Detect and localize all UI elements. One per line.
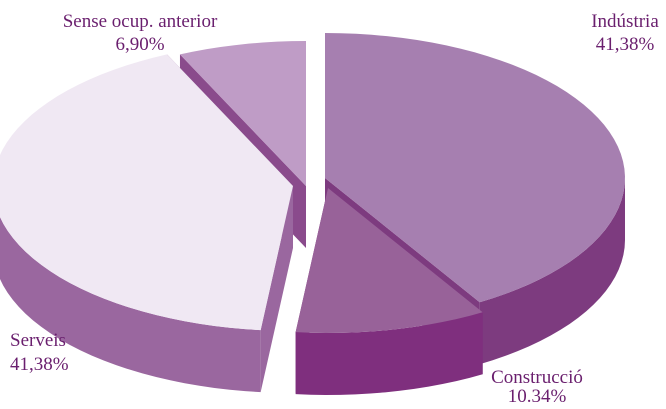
label-industria: Indústria 41,38%: [591, 11, 659, 55]
label-construccio-name: Construcció: [491, 367, 583, 388]
label-serveis: Serveis 41,38%: [10, 330, 69, 375]
slice-industria-top: [325, 33, 625, 303]
slice-serveis-outer-wall: [0, 217, 261, 393]
label-sense-ocupacio-name: Sense ocup. anterior: [63, 11, 218, 32]
slice-serveis-top: [0, 54, 293, 331]
label-industria-name: Indústria: [591, 11, 659, 32]
label-serveis-name: Serveis: [10, 330, 66, 351]
label-industria-value: 41,38%: [596, 34, 655, 55]
label-construccio: Construcció 10.34%: [491, 367, 583, 407]
label-sense-ocupacio-value: 6,90%: [115, 34, 164, 55]
label-serveis-value: 41,38%: [10, 354, 69, 375]
slice-industria-outer-wall: [479, 178, 625, 365]
label-construccio-value: 10.34%: [508, 386, 567, 404]
slice-tops: [0, 33, 625, 333]
slice-construccio-outer-wall: [295, 312, 483, 395]
label-sense-ocupacio: Sense ocup. anterior 6,90%: [63, 11, 218, 55]
slice-construccio-top: [295, 188, 483, 333]
slice-sense-ocupacio-top: [179, 41, 306, 186]
